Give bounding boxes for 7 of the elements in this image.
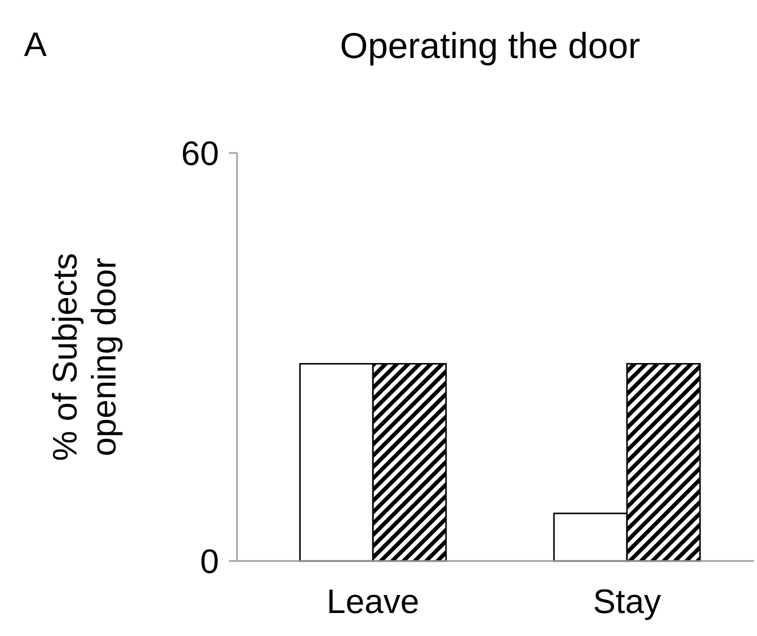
chart-title: Operating the door <box>340 25 640 66</box>
y-axis-title: % of Subjects opening door <box>46 253 124 461</box>
x-tick-label: Stay <box>592 583 662 621</box>
x-tick-label: Leave <box>326 583 420 621</box>
y-tick-label: 60 <box>181 134 219 173</box>
text: A <box>24 26 47 64</box>
y-tick-label: 0 <box>200 542 219 581</box>
